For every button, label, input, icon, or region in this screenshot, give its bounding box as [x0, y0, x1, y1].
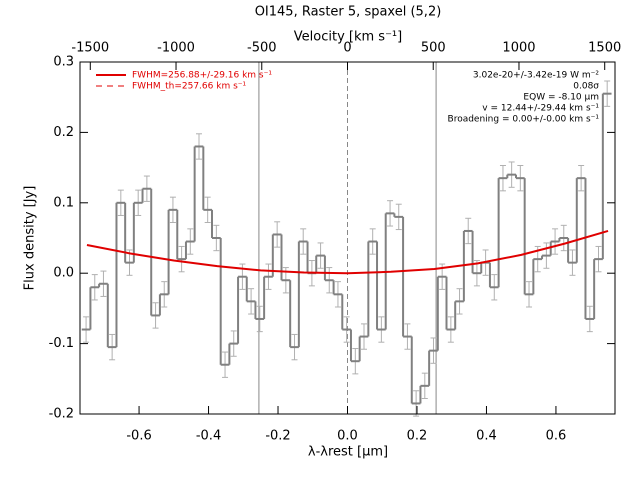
y-tick-label: -0.2: [49, 407, 74, 422]
annotation: 3.02e-20+/-3.42e-19 W m⁻²: [473, 71, 600, 81]
legend-label: FWHM=256.88+/-29.16 km s⁻¹: [132, 71, 272, 81]
x2-tick-label: -1500: [71, 41, 109, 56]
x2-tick-label: -500: [247, 41, 277, 56]
x-tick-label: 0.6: [546, 429, 567, 444]
x-tick-label: 0.4: [476, 429, 497, 444]
x2-axis-label: Velocity [km s⁻¹]: [294, 30, 402, 45]
x-tick-label: -0.6: [126, 429, 151, 444]
x2-tick-label: -1000: [157, 41, 195, 56]
x-axis-label: λ-λrest [μm]: [308, 445, 388, 460]
y-tick-label: 0.0: [53, 266, 74, 281]
x2-tick-label: 1000: [502, 41, 535, 56]
legend-label: FWHM_th=257.66 km s⁻¹: [132, 82, 247, 92]
x-tick-label: 0.0: [337, 429, 358, 444]
x2-tick-label: 1500: [588, 41, 621, 56]
x2-tick-label: 500: [421, 41, 446, 56]
x2-tick-label: 0: [343, 41, 351, 56]
chart-title: OI145, Raster 5, spaxel (5,2): [255, 5, 442, 20]
fit-line: [86, 230, 609, 275]
y-tick-label: 0.1: [53, 195, 74, 210]
annotation: 0.08σ: [573, 82, 599, 92]
y-axis-label: Flux density [Jy]: [23, 186, 38, 291]
x-tick-label: -0.2: [265, 429, 290, 444]
y-tick-label: 0.2: [53, 125, 74, 140]
y-tick-label: -0.1: [49, 336, 74, 351]
x-tick-label: 0.2: [407, 429, 428, 444]
annotation: Broadening = 0.00+/-0.00 km s⁻¹: [448, 115, 600, 125]
annotation: v = 12.44+/-29.44 km s⁻¹: [482, 104, 599, 114]
y-tick-label: 0.3: [53, 55, 74, 70]
annotation: EQW = -8.10 μm: [523, 93, 599, 103]
x-tick-label: -0.4: [196, 429, 221, 444]
